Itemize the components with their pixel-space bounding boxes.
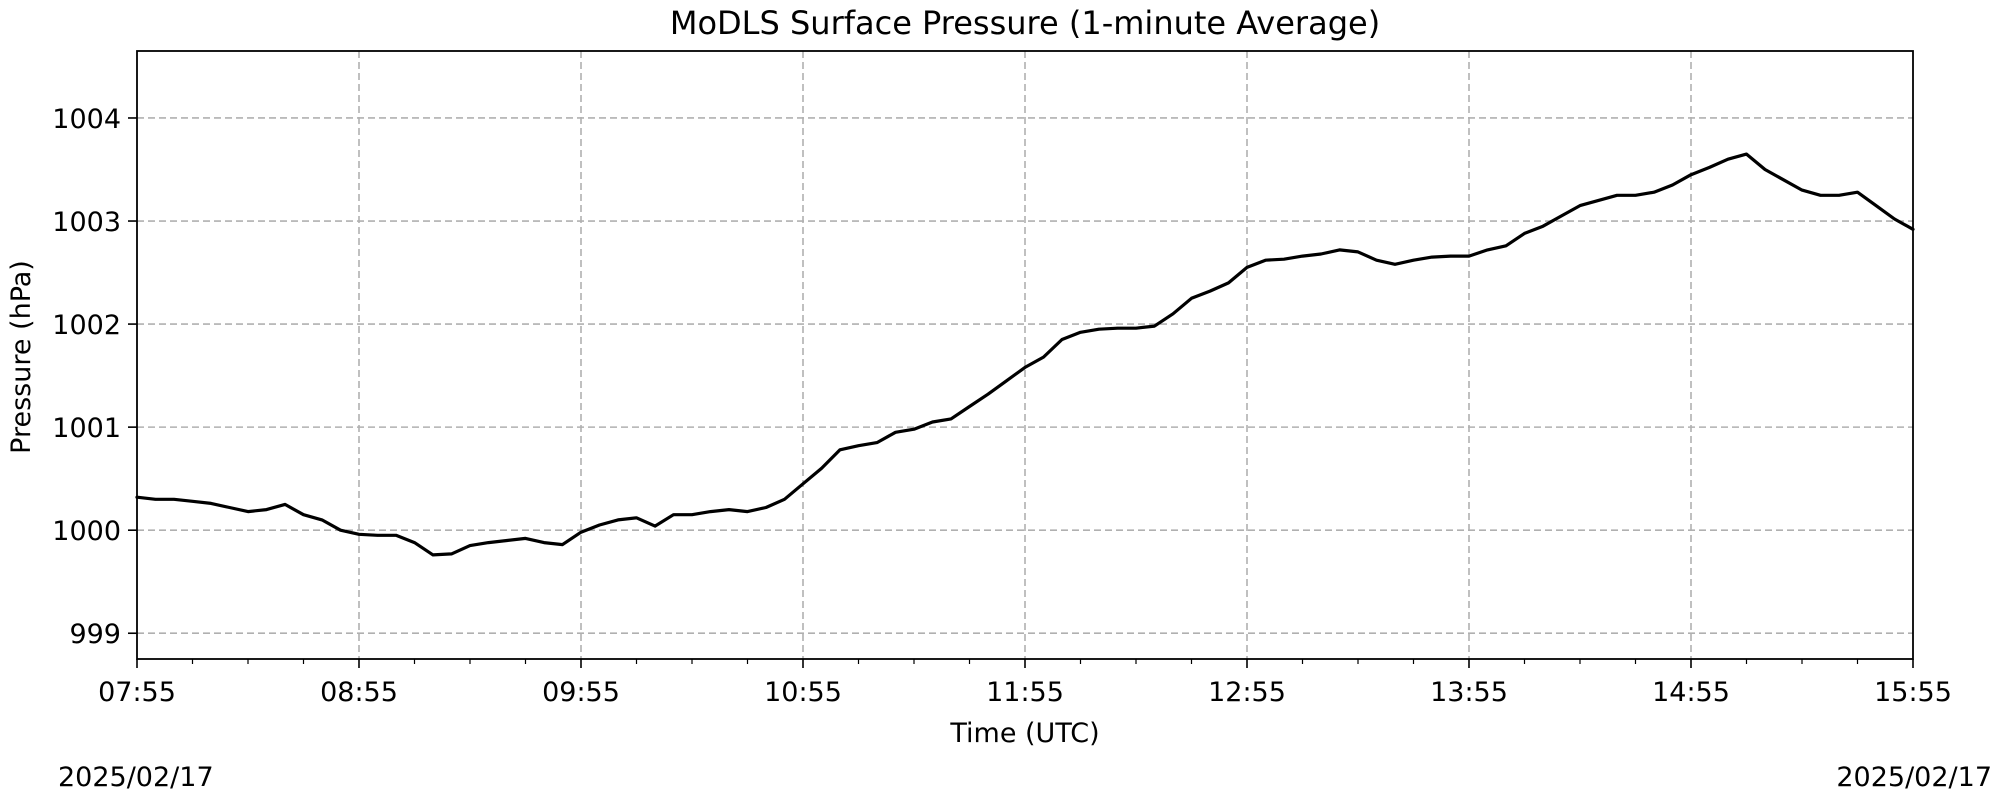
pressure-series-line	[135, 152, 1915, 557]
grid	[137, 51, 1913, 659]
date-label-right: 2025/02/17	[1836, 762, 1992, 793]
y-tick-label: 1003	[52, 207, 121, 238]
x-tick-label: 07:55	[98, 677, 176, 708]
x-tick-label: 09:55	[542, 677, 620, 708]
chart-title: MoDLS Surface Pressure (1-minute Average…	[670, 4, 1380, 42]
y-tick-label: 1001	[52, 413, 121, 444]
series-layer	[135, 152, 1915, 557]
y-tick-label: 1002	[52, 310, 121, 341]
axis-ticks: 07:55 08:55 09:55 10:55 11:55 12:55 13:55 14:55…	[52, 104, 1952, 708]
x-tick-label: 13:55	[1430, 677, 1508, 708]
y-tick-label: 1000	[52, 516, 121, 547]
x-tick-label: 14:55	[1652, 677, 1730, 708]
x-tick-label: 08:55	[320, 677, 398, 708]
y-tick-label: 1004	[52, 104, 121, 135]
y-tick-label: 999	[69, 619, 121, 650]
x-tick-label: 12:55	[1208, 677, 1286, 708]
x-axis-label: Time (UTC)	[949, 718, 1099, 749]
y-axis-label: Pressure (hPa)	[6, 260, 37, 454]
x-tick-label: 15:55	[1874, 677, 1952, 708]
x-tick-label: 11:55	[986, 677, 1064, 708]
x-tick-label: 10:55	[764, 677, 842, 708]
date-label-left: 2025/02/17	[58, 762, 214, 793]
